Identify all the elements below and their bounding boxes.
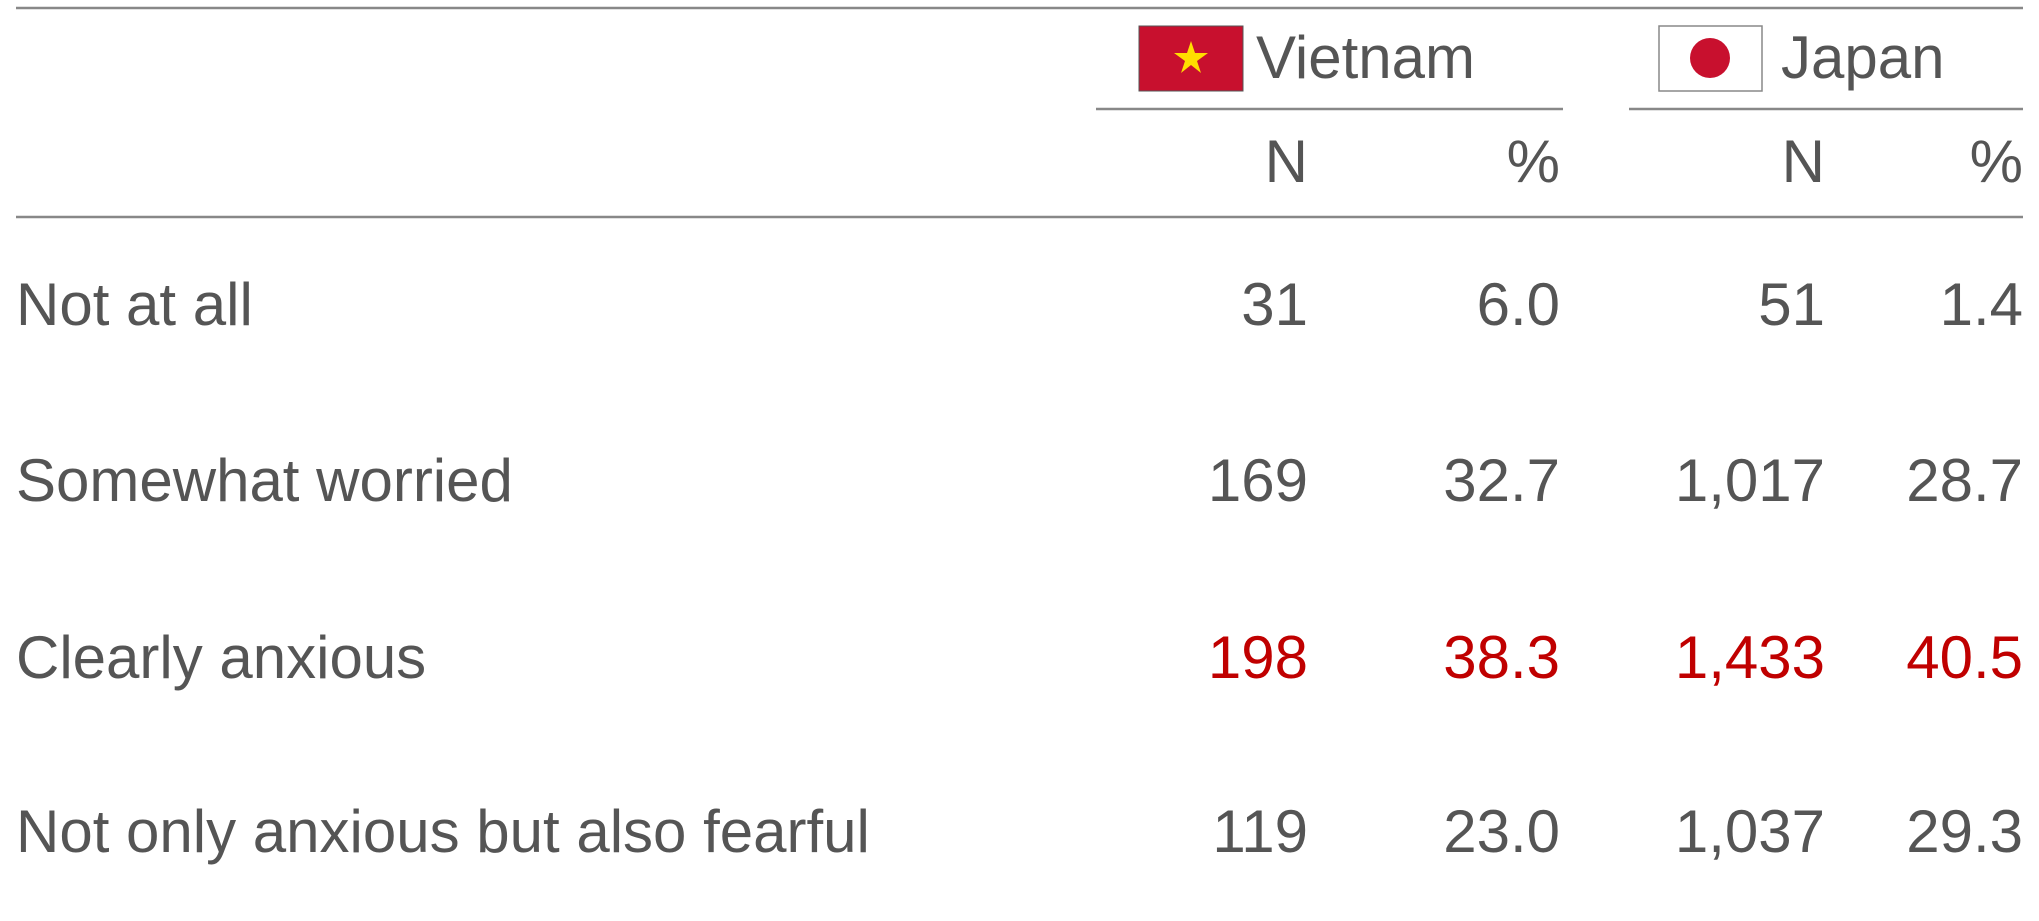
sub-header: % <box>1507 128 1560 195</box>
row-label: Not only anxious but also fearful <box>16 798 870 865</box>
row-label: Not at all <box>16 271 253 338</box>
cell: 1.4 <box>1940 271 2023 338</box>
japan-flag <box>1658 25 1763 92</box>
sub-header: % <box>1970 128 2023 195</box>
cell: 51 <box>1758 271 1825 338</box>
cell: 198 <box>1208 624 1308 691</box>
cell: 29.3 <box>1906 798 2023 865</box>
cell: 32.7 <box>1443 447 1560 514</box>
cell: 119 <box>1212 798 1308 865</box>
row-label: Somewhat worried <box>16 447 513 514</box>
cell: 1,433 <box>1675 624 1825 691</box>
cell: 38.3 <box>1443 624 1560 691</box>
cell: 1,037 <box>1675 798 1825 865</box>
country-header: Japan <box>1781 24 1944 91</box>
cell: 6.0 <box>1477 271 1560 338</box>
sub-header: N <box>1782 128 1825 195</box>
sub-header: N <box>1265 128 1308 195</box>
country-header: Vietnam <box>1256 24 1475 91</box>
vietnam-flag <box>1138 25 1244 92</box>
cell: 23.0 <box>1443 798 1560 865</box>
cell: 28.7 <box>1906 447 2023 514</box>
row-label: Clearly anxious <box>16 624 426 691</box>
cell: 169 <box>1208 447 1308 514</box>
cell: 31 <box>1241 271 1308 338</box>
cell: 1,017 <box>1675 447 1825 514</box>
cell: 40.5 <box>1906 624 2023 691</box>
